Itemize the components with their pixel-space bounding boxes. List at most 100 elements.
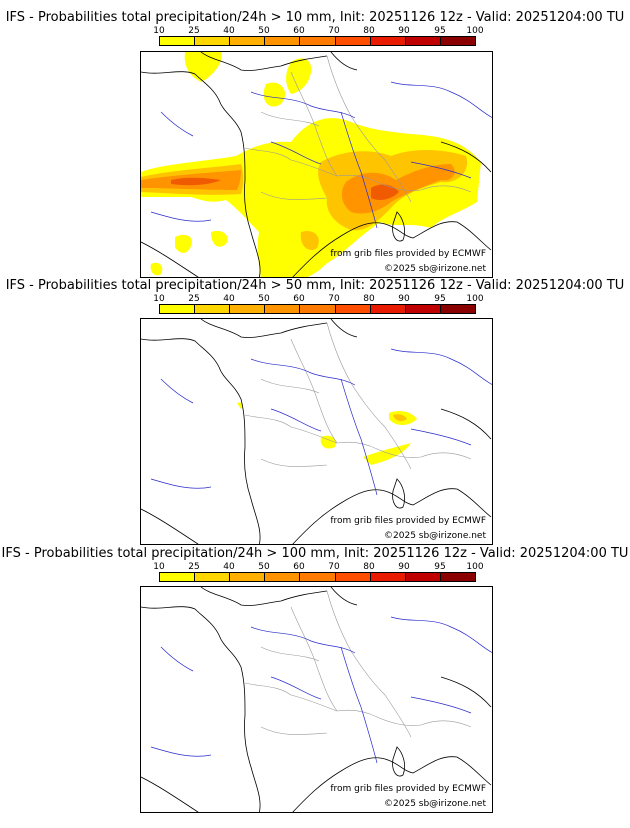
colorbar-segment	[405, 573, 441, 581]
border	[260, 646, 328, 735]
river	[340, 646, 378, 764]
river	[340, 111, 378, 229]
colorbar-tick: 100	[466, 26, 484, 36]
border	[290, 338, 338, 444]
colorbar-tick: 95	[434, 26, 446, 36]
colorbar-tick: 50	[258, 562, 270, 572]
shade-40	[300, 230, 319, 251]
shade-25	[150, 262, 163, 276]
border	[244, 682, 378, 718]
coastline	[440, 141, 492, 173]
border	[376, 716, 472, 728]
colorbar-segment	[160, 573, 196, 581]
colorbar	[159, 572, 476, 582]
coastlines	[141, 52, 492, 277]
shade-25	[175, 234, 192, 253]
colorbar-tick: 80	[363, 294, 375, 304]
river	[390, 616, 492, 653]
shade-25	[237, 402, 243, 409]
coastline	[200, 587, 328, 606]
colorbar-segment	[370, 37, 406, 45]
coastline	[141, 606, 261, 812]
colorbar-segment	[265, 305, 301, 313]
coastlines	[141, 587, 492, 812]
colorbar-segment	[370, 305, 406, 313]
colorbar-tick: 80	[363, 26, 375, 36]
colorbar-segment	[160, 37, 196, 45]
coastline	[292, 488, 492, 544]
colorbar-tick: 90	[398, 294, 410, 304]
colorbar-segment	[160, 305, 196, 313]
coastline	[141, 71, 261, 277]
coastline	[200, 319, 328, 338]
colorbar	[159, 304, 476, 314]
river	[390, 348, 492, 385]
river	[150, 111, 212, 222]
source-credit: from grib files provided by ECMWF	[330, 516, 486, 526]
colorbar-tick: 25	[188, 562, 200, 572]
country-borders	[244, 55, 472, 203]
colorbar-tick: 80	[363, 562, 375, 572]
colorbar-tick: 60	[293, 562, 305, 572]
colorbar-segment	[265, 573, 301, 581]
colorbar-segment	[335, 305, 371, 313]
colorbar-segment	[265, 37, 301, 45]
coastline	[292, 756, 492, 812]
colorbar-tick: 25	[188, 26, 200, 36]
probability-map: from grib files provided by ECMWF ©2025 …	[140, 51, 493, 278]
shade-25	[320, 435, 337, 449]
colorbar-tick: 90	[398, 562, 410, 572]
colorbar-tick: 10	[153, 562, 165, 572]
colorbar-tick: 70	[328, 26, 340, 36]
colorbar-ticks: 10 25 40 50 60 70 80 90 95 100	[150, 26, 485, 36]
border	[260, 378, 328, 467]
colorbar-segment	[440, 573, 475, 581]
colorbar-segment	[230, 305, 266, 313]
shade-80	[371, 184, 399, 200]
colorbar-tick: 95	[434, 294, 446, 304]
colorbar-tick: 70	[328, 562, 340, 572]
country-borders	[244, 590, 472, 738]
copyright-credit: ©2025 sb@irizone.net	[384, 531, 486, 541]
colorbar-tick: 95	[434, 562, 446, 572]
colorbar-tick: 10	[153, 294, 165, 304]
probability-shading	[237, 402, 417, 465]
coastline	[330, 52, 358, 71]
colorbar-segment	[230, 37, 266, 45]
probability-map: from grib files provided by ECMWF ©2025 …	[140, 318, 493, 545]
river	[390, 81, 492, 118]
river	[270, 676, 322, 700]
coastline	[141, 241, 199, 277]
colorbar-tick: 40	[223, 562, 235, 572]
coastline	[292, 221, 492, 277]
colorbar-segment	[300, 37, 336, 45]
coastline	[141, 338, 261, 544]
colorbar-tick: 40	[223, 294, 235, 304]
source-credit: from grib files provided by ECMWF	[330, 784, 486, 794]
shade-25	[184, 52, 222, 82]
colorbar-segment	[300, 573, 336, 581]
river	[150, 378, 212, 489]
colorbar-tick: 40	[223, 26, 235, 36]
panel-title: IFS - Probabilities total precipitation/…	[1, 546, 629, 561]
colorbar-segment	[230, 573, 266, 581]
coastline	[392, 478, 405, 509]
colorbar-segment	[335, 37, 371, 45]
colorbar-tick: 10	[153, 26, 165, 36]
river	[250, 626, 356, 654]
river	[250, 358, 356, 386]
colorbar-segment	[195, 573, 231, 581]
panel-title: IFS - Probabilities total precipitation/…	[5, 10, 625, 25]
border	[244, 414, 378, 450]
border	[376, 448, 472, 460]
border	[244, 147, 378, 183]
country-borders	[244, 322, 472, 470]
rivers	[150, 81, 492, 229]
coastline	[440, 408, 492, 440]
source-credit: from grib files provided by ECMWF	[330, 249, 486, 259]
colorbar-tick: 70	[328, 294, 340, 304]
river	[410, 696, 472, 714]
coastline	[330, 587, 358, 606]
colorbar-segment	[440, 37, 475, 45]
shade-25	[286, 58, 312, 94]
